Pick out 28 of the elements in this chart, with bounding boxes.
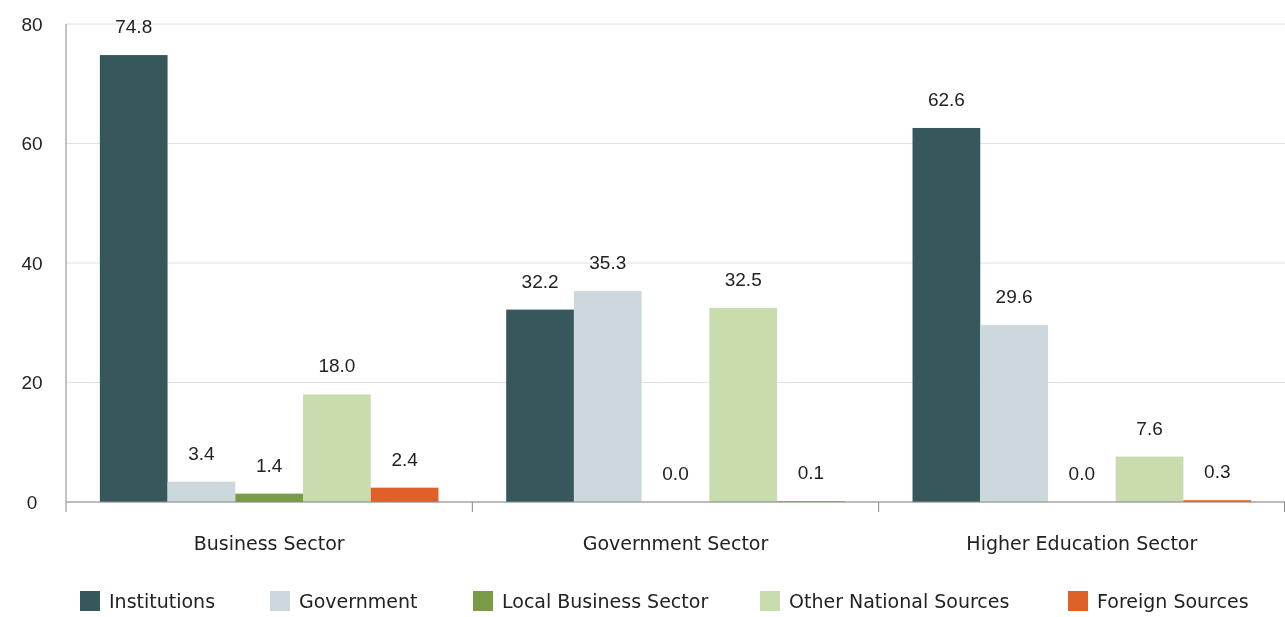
- legend-label: Local Business Sector: [502, 589, 709, 612]
- data-label: 32.2: [521, 270, 559, 292]
- y-tick-label: 0: [26, 491, 38, 513]
- data-label: 74.8: [115, 16, 153, 38]
- data-label: 2.4: [391, 448, 419, 470]
- legend-label: Foreign Sources: [1097, 589, 1249, 612]
- x-tick-label: Government Sector: [582, 532, 769, 554]
- y-tick-label: 40: [21, 252, 43, 274]
- data-label: 35.3: [589, 252, 627, 274]
- data-label: 0.3: [1204, 461, 1231, 483]
- legend-label: Other National Sources: [789, 589, 1010, 612]
- y-tick-label: 80: [21, 13, 43, 35]
- y-tick-label: 20: [21, 372, 43, 394]
- data-label: 0.1: [797, 462, 825, 484]
- data-label: 3.4: [188, 442, 216, 464]
- data-label: 62.6: [927, 88, 965, 110]
- data-label: 32.5: [724, 268, 762, 290]
- legend-label: Institutions: [109, 589, 216, 612]
- data-label: 1.4: [255, 454, 283, 476]
- data-label: 0.0: [662, 463, 689, 484]
- data-label: 18.0: [318, 355, 356, 377]
- x-tick-label: Higher Education Sector: [966, 532, 1198, 554]
- legend-label: Government: [299, 589, 418, 612]
- x-tick-label: Business Sector: [193, 532, 345, 554]
- y-tick-label: 60: [21, 133, 43, 155]
- data-label: 0.0: [1068, 463, 1096, 484]
- data-label: 29.6: [995, 286, 1033, 308]
- data-label: 7.6: [1136, 417, 1163, 439]
